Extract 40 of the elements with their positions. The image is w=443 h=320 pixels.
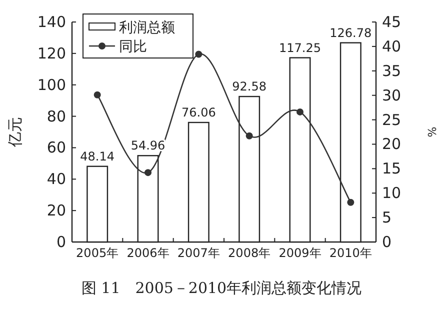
y-axis-title: 亿元 bbox=[6, 117, 24, 148]
y-tick-label: 120 bbox=[37, 44, 66, 62]
y2-axis-title: % bbox=[425, 126, 438, 138]
y-tick-label: 80 bbox=[46, 107, 66, 126]
y2-tick-label: 25 bbox=[382, 110, 402, 129]
data-label: 76.06 bbox=[181, 105, 216, 120]
y2-tick-label: 40 bbox=[382, 37, 402, 56]
y2-tick-label: 30 bbox=[382, 86, 402, 104]
point bbox=[347, 198, 354, 206]
y2-tick-label: 45 bbox=[382, 13, 402, 31]
y2-tick-label: 10 bbox=[382, 184, 402, 202]
legend-label: 利润总额 bbox=[119, 20, 175, 36]
data-label: 117.25 bbox=[279, 40, 321, 55]
legend-label: 同比 bbox=[119, 39, 147, 55]
y2-tick-label: 35 bbox=[382, 62, 402, 80]
x-tick-label: 2008年 bbox=[228, 246, 271, 260]
y-tick-label: 40 bbox=[46, 170, 66, 188]
x-tick-label: 2005年 bbox=[76, 246, 119, 260]
data-label: 48.14 bbox=[80, 149, 115, 164]
point bbox=[246, 132, 253, 140]
x-tick-label: 2007年 bbox=[177, 246, 220, 260]
point bbox=[144, 169, 152, 176]
y-tick-label: 140 bbox=[37, 13, 66, 31]
y2-tick-label: 20 bbox=[382, 135, 402, 154]
x-tick-label: 2010年 bbox=[329, 246, 372, 260]
y-tick-label: 100 bbox=[37, 76, 66, 94]
x-tick-label: 2009年 bbox=[278, 246, 322, 260]
y2-tick-label: 0 bbox=[382, 233, 392, 251]
y-tick-label: 60 bbox=[46, 138, 66, 157]
y-tick-label: 0 bbox=[56, 233, 66, 251]
y2-tick-label: 15 bbox=[382, 160, 402, 178]
y-tick-label: 20 bbox=[46, 202, 66, 220]
data-label: 92.58 bbox=[232, 80, 267, 94]
x-tick-label: 2006年 bbox=[126, 246, 170, 260]
point bbox=[195, 50, 202, 58]
data-label: 126.78 bbox=[330, 26, 372, 40]
caption: 图 11 2005－2010年利润总额变化情况 bbox=[81, 279, 362, 297]
point bbox=[296, 108, 304, 116]
y2-tick-label: 5 bbox=[382, 208, 392, 227]
point bbox=[94, 91, 101, 98]
